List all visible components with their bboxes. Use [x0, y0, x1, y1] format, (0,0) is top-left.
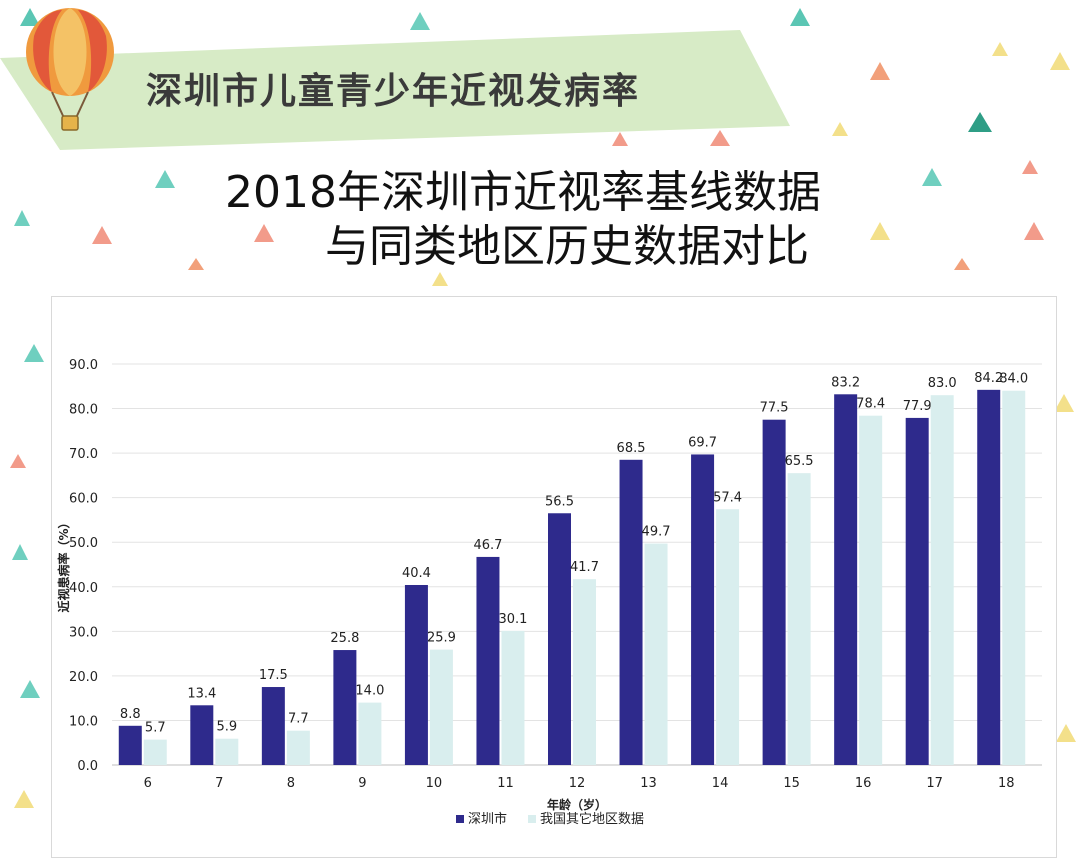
- bar-shenzhen: [691, 454, 715, 765]
- data-label: 7.7: [288, 712, 309, 727]
- data-label: 78.4: [856, 397, 885, 412]
- confetti-background: [10, 8, 1076, 808]
- y-tick-label: 20.0: [69, 670, 98, 685]
- x-tick-label: 9: [358, 776, 366, 791]
- bar-shenzhen: [977, 389, 1001, 765]
- data-label: 46.7: [473, 538, 502, 553]
- data-label: 17.5: [259, 668, 288, 683]
- bar-shenzhen: [118, 725, 142, 765]
- x-tick-label: 8: [287, 776, 295, 791]
- data-label: 56.5: [545, 494, 574, 509]
- y-axis-label: 近视患病率（%）: [56, 516, 71, 612]
- legend-swatch-shenzhen: [456, 815, 464, 823]
- data-label: 13.4: [187, 686, 216, 701]
- bar-shenzhen: [404, 584, 428, 765]
- x-tick-label: 17: [926, 776, 943, 791]
- bar-shenzhen: [190, 705, 214, 765]
- data-label: 25.9: [427, 631, 456, 646]
- y-tick-label: 50.0: [69, 536, 98, 551]
- bar-other: [716, 509, 740, 765]
- x-tick-label: 6: [144, 776, 152, 791]
- x-tick-label: 14: [712, 776, 729, 791]
- title-banner: [0, 30, 790, 150]
- chart-panel: 0.0 10.0 20.0 30.0 40.0 50.0 60.0 70.0 80.0 90.0 近…: [51, 296, 1057, 858]
- legend-label-shenzhen: 深圳市: [468, 811, 507, 827]
- bar-other: [787, 473, 811, 765]
- bar-shenzhen: [762, 419, 786, 765]
- data-label: 84.2: [974, 371, 1003, 386]
- x-tick-label: 13: [640, 776, 657, 791]
- data-label: 77.5: [760, 401, 789, 416]
- x-tick-label: 7: [215, 776, 223, 791]
- banner-title: 深圳市儿童青少年近视发病率: [146, 71, 641, 112]
- data-label: 8.8: [120, 707, 141, 722]
- data-label: 84.0: [999, 372, 1028, 387]
- bar-shenzhen: [333, 650, 357, 765]
- hot-air-balloon-icon: [26, 8, 114, 131]
- bar-other: [358, 702, 382, 765]
- bar-other: [930, 395, 954, 765]
- y-tick-label: 0.0: [77, 759, 98, 774]
- bar-other: [1002, 390, 1026, 765]
- data-label: 5.7: [145, 721, 166, 736]
- bar-shenzhen: [261, 687, 285, 765]
- bar-other: [429, 649, 453, 765]
- data-label: 30.1: [498, 612, 527, 627]
- y-tick-label: 70.0: [69, 447, 98, 462]
- bar-other: [286, 730, 310, 765]
- page-title: 2018年深圳市近视率基线数据 与同类地区历史数据对比: [225, 166, 985, 274]
- bar-chart: 0.0 10.0 20.0 30.0 40.0 50.0 60.0 70.0 80.0 90.0 近…: [56, 358, 1042, 827]
- y-tick-label: 80.0: [69, 403, 98, 418]
- bar-other: [501, 630, 525, 765]
- data-label: 69.7: [688, 435, 717, 450]
- bar-shenzhen: [548, 513, 571, 765]
- page-title-line1: 2018年深圳市近视率基线数据: [225, 167, 821, 218]
- data-label: 57.4: [713, 490, 742, 505]
- x-tick-label: 12: [569, 776, 586, 791]
- data-label: 77.9: [903, 399, 932, 414]
- x-tick-label: 16: [855, 776, 872, 791]
- bar-shenzhen: [476, 556, 500, 765]
- data-label: 25.8: [330, 631, 359, 646]
- bar-shenzhen: [834, 394, 858, 765]
- legend-label-other: 我国其它地区数据: [540, 811, 644, 827]
- x-axis-label: 年龄（岁）: [547, 797, 607, 812]
- bar-other: [644, 543, 668, 765]
- x-tick-label: 15: [783, 776, 800, 791]
- data-label: 14.0: [355, 684, 384, 699]
- data-label: 83.2: [831, 375, 860, 390]
- x-tick-label: 11: [497, 776, 514, 791]
- data-label: 5.9: [216, 720, 237, 735]
- bar-shenzhen: [905, 417, 929, 765]
- x-tick-label: 18: [998, 776, 1015, 791]
- data-label: 40.4: [402, 566, 431, 581]
- data-label: 65.5: [785, 454, 814, 469]
- data-label: 41.7: [570, 560, 599, 575]
- y-tick-label: 60.0: [69, 492, 98, 507]
- data-label: 83.0: [928, 376, 957, 391]
- y-tick-label: 30.0: [69, 625, 98, 640]
- bar-other: [859, 415, 883, 765]
- bar-shenzhen: [619, 459, 643, 765]
- data-label: 68.5: [617, 441, 646, 456]
- data-label: 49.7: [642, 525, 671, 540]
- bar-other: [573, 579, 596, 765]
- bar-other: [143, 739, 167, 765]
- y-tick-label: 90.0: [69, 358, 98, 373]
- bar-other: [215, 738, 239, 765]
- x-tick-label: 10: [426, 776, 443, 791]
- y-tick-label: 10.0: [69, 714, 98, 729]
- y-tick-label: 40.0: [69, 581, 98, 596]
- page-title-line2: 与同类地区历史数据对比: [325, 221, 809, 272]
- legend-swatch-other: [528, 815, 536, 823]
